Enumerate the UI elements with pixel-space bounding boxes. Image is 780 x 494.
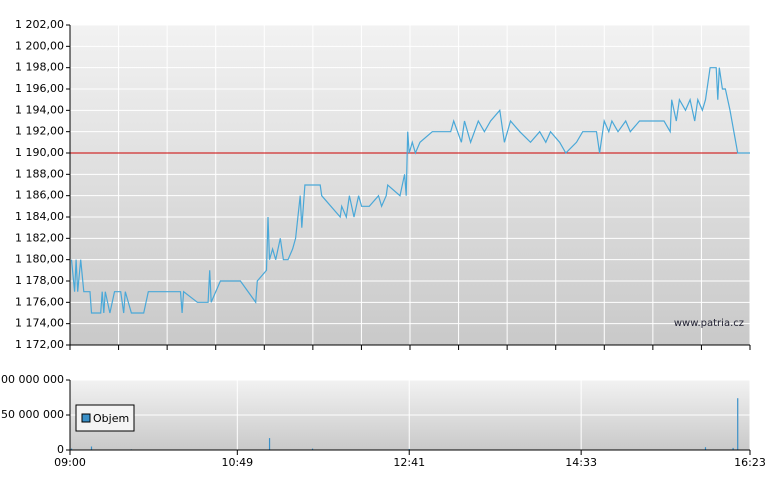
- y-tick-label: 1 188,00: [15, 167, 64, 180]
- volume-bar: [737, 398, 739, 450]
- y-tick-label: 1 172,00: [15, 338, 64, 351]
- volume-bar: [704, 447, 707, 450]
- y-tick-label: 1 178,00: [15, 274, 64, 287]
- y-tick-label: 1 184,00: [15, 210, 64, 223]
- y-tick-label: 1 196,00: [15, 82, 64, 95]
- y-tick-label: 1 202,00: [15, 18, 64, 31]
- y-tick-label: 0: [57, 443, 64, 456]
- watermark: www.patria.cz: [674, 318, 744, 329]
- y-tick-label: 50 000 000: [1, 408, 64, 421]
- x-tick-label: 14:33: [565, 456, 597, 469]
- volume-bar: [70, 448, 73, 450]
- x-tick-label: 10:49: [221, 456, 253, 469]
- y-tick-label: 1 186,00: [15, 189, 64, 202]
- volume-bar: [268, 438, 271, 450]
- y-tick-label: 1 180,00: [15, 253, 64, 266]
- x-tick-label: 16:23: [734, 456, 766, 469]
- y-tick-label: 1 190,00: [15, 146, 64, 159]
- y-tick-label: 100 000 000: [0, 373, 64, 386]
- y-tick-label: 1 192,00: [15, 125, 64, 138]
- y-tick-label: 1 194,00: [15, 103, 64, 116]
- y-tick-label: 1 200,00: [15, 39, 64, 52]
- legend-swatch: [81, 413, 91, 423]
- volume-bar: [732, 447, 734, 450]
- volume-bar: [90, 446, 93, 450]
- y-tick-label: 1 176,00: [15, 295, 64, 308]
- y-tick-label: 1 174,00: [15, 317, 64, 330]
- y-tick-label: 1 182,00: [15, 231, 64, 244]
- legend: Objem: [75, 404, 135, 432]
- y-tick-label: 1 198,00: [15, 61, 64, 74]
- x-tick-label: 12:41: [393, 456, 425, 469]
- price-line: [70, 67, 750, 314]
- volume-bar: [408, 448, 410, 450]
- x-tick-label: 09:00: [54, 456, 86, 469]
- volume-bar: [311, 448, 314, 450]
- legend-label: Objem: [93, 412, 129, 425]
